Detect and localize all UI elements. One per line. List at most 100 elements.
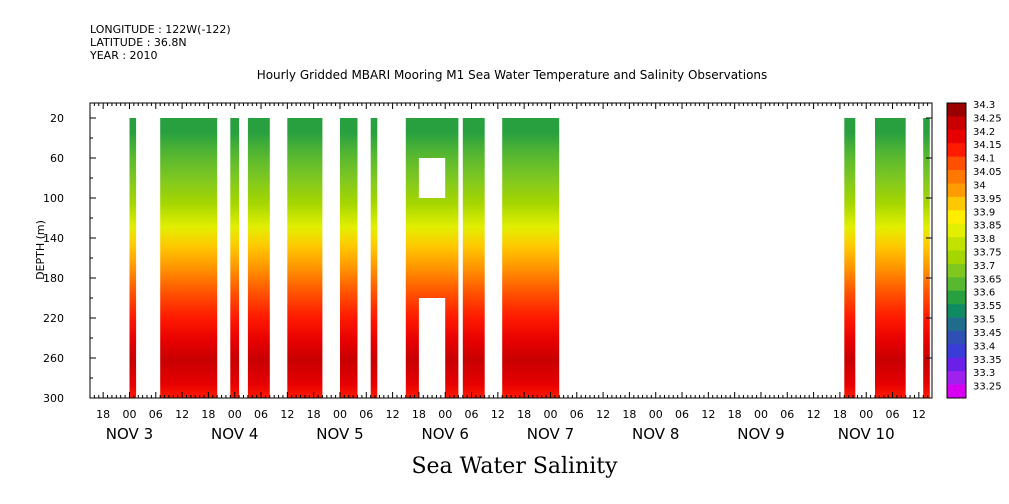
x-tick-label: 06 xyxy=(886,408,900,421)
y-tick-label: 100 xyxy=(43,192,64,205)
colorbar-label: 34.05 xyxy=(973,167,1002,178)
colorbar-swatch xyxy=(947,304,966,318)
x-day-label: NOV 5 xyxy=(316,425,363,443)
x-day-label: NOV 8 xyxy=(632,425,679,443)
x-tick-label: 00 xyxy=(543,408,557,421)
x-tick-label: 06 xyxy=(149,408,163,421)
colorbar-label: 33.35 xyxy=(973,355,1002,366)
x-day-label: NOV 4 xyxy=(211,425,258,443)
colorbar-swatch xyxy=(947,103,966,117)
x-tick-label: 12 xyxy=(386,408,400,421)
x-tick-label: 18 xyxy=(728,408,742,421)
x-tick-label: 12 xyxy=(175,408,189,421)
data-column-1 xyxy=(129,118,137,398)
x-tick-label: 12 xyxy=(280,408,294,421)
colorbar-swatch xyxy=(947,344,966,359)
colorbar-label: 33.8 xyxy=(973,234,995,245)
x-tick-label: 18 xyxy=(412,408,426,421)
data-column-3 xyxy=(230,118,240,398)
x-tick-label: 06 xyxy=(570,408,584,421)
colorbar-label: 33.3 xyxy=(973,368,995,379)
colorbar-swatch xyxy=(947,170,966,184)
colorbar-swatch xyxy=(947,317,966,332)
colorbar-swatch xyxy=(947,116,966,131)
colorbar-label: 34.1 xyxy=(973,154,995,165)
colorbar-swatch xyxy=(947,290,966,305)
data-column-7 xyxy=(370,118,378,398)
x-day-label: NOV 7 xyxy=(527,425,574,443)
colorbar-label: 34.15 xyxy=(973,140,1002,151)
y-tick-label: 60 xyxy=(50,152,64,165)
x-tick-label: 00 xyxy=(122,408,136,421)
colorbar-swatch xyxy=(947,156,966,171)
x-tick-label: 00 xyxy=(649,408,663,421)
colorbar-label: 33.75 xyxy=(973,248,1002,259)
x-tick-label: 00 xyxy=(438,408,452,421)
x-day-label: NOV 6 xyxy=(422,425,469,443)
colorbar-swatch xyxy=(947,371,966,385)
data-column-5 xyxy=(287,118,323,398)
colorbar-label: 33.95 xyxy=(973,194,1002,205)
colorbar-frame xyxy=(946,102,967,399)
x-tick-label: 00 xyxy=(228,408,242,421)
y-tick-label: 20 xyxy=(50,112,64,125)
x-tick-label: 06 xyxy=(254,408,268,421)
x-tick-label: 18 xyxy=(307,408,321,421)
data-columns xyxy=(129,118,930,398)
colorbar-swatch xyxy=(947,210,966,224)
x-tick-label: 18 xyxy=(833,408,847,421)
x-tick-label: 00 xyxy=(754,408,768,421)
colorbar-label: 34.25 xyxy=(973,113,1002,124)
axes: 18 00 06 12 18 00 06 12 18 00 06 12 18 00 06 12 18 00 06 12… xyxy=(43,103,933,443)
colorbar-label: 33.85 xyxy=(973,221,1002,232)
colorbar-label: 34 xyxy=(973,181,986,192)
y-tick-label: 300 xyxy=(43,392,64,405)
x-tick-label: 18 xyxy=(201,408,215,421)
colorbar-label: 33.25 xyxy=(973,382,1002,393)
data-column-11 xyxy=(844,118,856,398)
colorbar-swatch xyxy=(947,384,966,399)
data-column-2 xyxy=(160,118,218,398)
x-day-label: NOV 9 xyxy=(737,425,784,443)
colorbar-label: 33.6 xyxy=(973,288,995,299)
colorbar-swatch xyxy=(947,263,966,278)
colorbar-swatch xyxy=(947,143,966,157)
colorbar-swatch xyxy=(947,277,966,292)
colorbar-swatch xyxy=(947,250,966,265)
footer-label: Sea Water Salinity xyxy=(411,454,618,479)
x-tick-label: 06 xyxy=(675,408,689,421)
colorbar-label: 33.45 xyxy=(973,328,1002,339)
y-tick-label: 220 xyxy=(43,312,64,325)
x-tick-label: 12 xyxy=(491,408,505,421)
data-gap-8-1 xyxy=(418,158,446,198)
x-tick-label: 18 xyxy=(622,408,636,421)
colorbar-label: 33.4 xyxy=(973,341,995,352)
colorbar: 34.3 34.25 34.2 34.15 34.1 34.05 34 33.95 33.9 33… xyxy=(946,100,1002,399)
latitude-label: LATITUDE : 36.8N xyxy=(90,36,187,49)
y-tick-label: 260 xyxy=(43,352,64,365)
chart-title: Hourly Gridded MBARI Mooring M1 Sea Wate… xyxy=(256,68,768,82)
data-column-10 xyxy=(502,118,560,398)
colorbar-label: 33.65 xyxy=(973,274,1002,285)
x-tick-label: 06 xyxy=(359,408,373,421)
data-column-6 xyxy=(340,118,358,398)
x-tick-label: 00 xyxy=(859,408,873,421)
x-tick-label: 12 xyxy=(912,408,926,421)
x-tick-label: 12 xyxy=(596,408,610,421)
x-tick-label: 06 xyxy=(780,408,794,421)
y-tick-label: 140 xyxy=(43,232,64,245)
x-day-label: NOV 10 xyxy=(838,425,895,443)
colorbar-swatch xyxy=(947,223,966,238)
colorbar-swatch xyxy=(947,330,966,345)
colorbar-swatch xyxy=(947,183,966,198)
y-axis-label: DEPTH (m) xyxy=(34,220,47,280)
colorbar-label: 33.5 xyxy=(973,315,995,326)
data-column-9 xyxy=(462,118,485,398)
year-label: YEAR : 2010 xyxy=(90,49,158,62)
x-tick-label: 06 xyxy=(465,408,479,421)
colorbar-label: 34.3 xyxy=(973,100,995,111)
colorbar-label: 33.55 xyxy=(973,301,1002,312)
data-column-13 xyxy=(923,118,930,398)
colorbar-label: 33.7 xyxy=(973,261,995,272)
